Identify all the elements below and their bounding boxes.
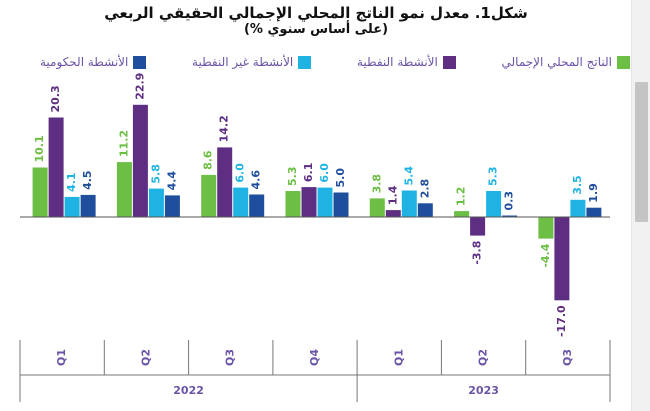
category-label-4: Q4	[308, 349, 321, 366]
data-label-government-2: 4.4	[165, 171, 178, 191]
data-label-government-5: 2.8	[418, 179, 431, 199]
legend-item-non-oil: الأنشطة غير النفطية	[192, 55, 312, 69]
category-label-2: Q2	[139, 349, 152, 366]
data-label-oil-2: 22.9	[133, 73, 146, 100]
data-label-non-oil-5: 5.4	[402, 166, 415, 186]
category-label-6: Q2	[477, 349, 490, 366]
data-label-gdp-7: -4.4	[539, 243, 552, 267]
data-label-oil-7: -17.0	[555, 305, 568, 337]
bar-government-1	[80, 194, 96, 217]
bar-government-3	[249, 194, 265, 217]
chart-plot: 10.1 11.2 8.6 5.3 3.8 1.2 -4.4 20.3 22.9 14.2 6.1 1…	[19, 73, 611, 402]
bar-oil-3	[217, 147, 233, 217]
bar-gdp-1	[32, 167, 48, 217]
category-label-5: Q1	[392, 349, 405, 366]
data-label-non-oil-1: 4.1	[65, 172, 78, 192]
bar-gdp-3	[201, 174, 217, 217]
legend-item-oil: الأنشطة النفطية	[357, 55, 456, 69]
bar-gdp-4	[285, 191, 301, 217]
category-label-7: Q3	[561, 349, 574, 366]
legend-swatch-government	[133, 55, 147, 69]
bar-non-oil-5	[401, 190, 417, 217]
bar-oil-5	[385, 210, 401, 217]
chart-legend: الناتج المحلي الإجمالي الأنشطة النفطية ا…	[40, 52, 630, 72]
bar-government-6	[502, 215, 518, 217]
data-label-oil-6: -3.8	[471, 241, 484, 265]
chart-title: شكل1. معدل نمو الناتج المحلي الإجمالي ال…	[104, 4, 528, 22]
data-label-gdp-2: 11.2	[117, 130, 130, 157]
bar-non-oil-2	[148, 188, 164, 217]
data-label-non-oil-6: 5.3	[487, 167, 500, 187]
bar-gdp-6	[454, 211, 470, 217]
data-label-oil-5: 1.4	[386, 185, 399, 205]
legend-label-government: الأنشطة الحكومية	[40, 55, 129, 69]
legend-swatch-non-oil	[298, 55, 312, 69]
bar-oil-6	[470, 217, 486, 236]
data-label-oil-1: 20.3	[49, 85, 62, 112]
bar-government-4	[333, 192, 349, 217]
bar-gdp-5	[369, 198, 385, 217]
data-label-government-3: 4.6	[250, 170, 263, 190]
bar-oil-1	[48, 117, 64, 217]
bar-gdp-2	[116, 162, 132, 217]
legend-swatch-gdp	[617, 55, 630, 69]
data-label-government-4: 5.0	[334, 168, 347, 188]
bar-government-5	[417, 203, 433, 217]
data-label-non-oil-3: 6.0	[234, 163, 247, 183]
data-label-gdp-1: 10.1	[33, 135, 46, 162]
data-label-government-6: 0.3	[503, 191, 516, 211]
bar-oil-7	[554, 217, 570, 301]
bar-oil-2	[132, 104, 148, 217]
data-label-non-oil-2: 5.8	[149, 164, 162, 184]
bar-oil-4	[301, 187, 317, 217]
vertical-scrollbar[interactable]	[631, 0, 650, 411]
legend-item-government: الأنشطة الحكومية	[40, 55, 147, 69]
data-label-gdp-5: 3.8	[370, 174, 383, 194]
category-label-3: Q3	[224, 349, 237, 366]
data-label-gdp-4: 5.3	[286, 167, 299, 187]
data-label-non-oil-7: 3.5	[571, 175, 584, 195]
data-label-non-oil-4: 6.0	[318, 163, 331, 183]
legend-item-gdp: الناتج المحلي الإجمالي	[502, 55, 630, 69]
legend-swatch-oil	[442, 55, 456, 69]
data-label-gdp-6: 1.2	[455, 187, 468, 207]
bar-government-2	[164, 195, 180, 217]
data-label-gdp-3: 8.6	[202, 150, 215, 170]
bar-non-oil-1	[64, 196, 80, 217]
data-label-oil-4: 6.1	[302, 163, 315, 183]
data-label-oil-3: 14.2	[218, 115, 231, 142]
year-label-2022: 2022	[173, 384, 204, 397]
year-label-2023: 2023	[468, 384, 499, 397]
bar-government-7	[586, 207, 602, 217]
bar-non-oil-6	[486, 191, 502, 217]
chart-figure: شكل1. معدل نمو الناتج المحلي الإجمالي ال…	[19, 4, 630, 402]
data-label-government-1: 4.5	[81, 170, 94, 190]
legend-label-gdp: الناتج المحلي الإجمالي	[501, 55, 612, 69]
bar-non-oil-4	[317, 187, 333, 217]
category-label-1: Q1	[55, 349, 68, 366]
data-label-government-7: 1.9	[587, 183, 600, 203]
legend-label-oil: الأنشطة النفطية	[356, 55, 438, 69]
chart-subtitle: (على أساس سنوي %)	[243, 22, 389, 37]
bar-non-oil-3	[233, 187, 249, 217]
legend-label-non-oil: الأنشطة غير النفطية	[192, 55, 294, 69]
bar-gdp-7	[538, 217, 554, 239]
bar-non-oil-7	[570, 199, 586, 217]
scrollbar-thumb[interactable]	[635, 82, 648, 222]
